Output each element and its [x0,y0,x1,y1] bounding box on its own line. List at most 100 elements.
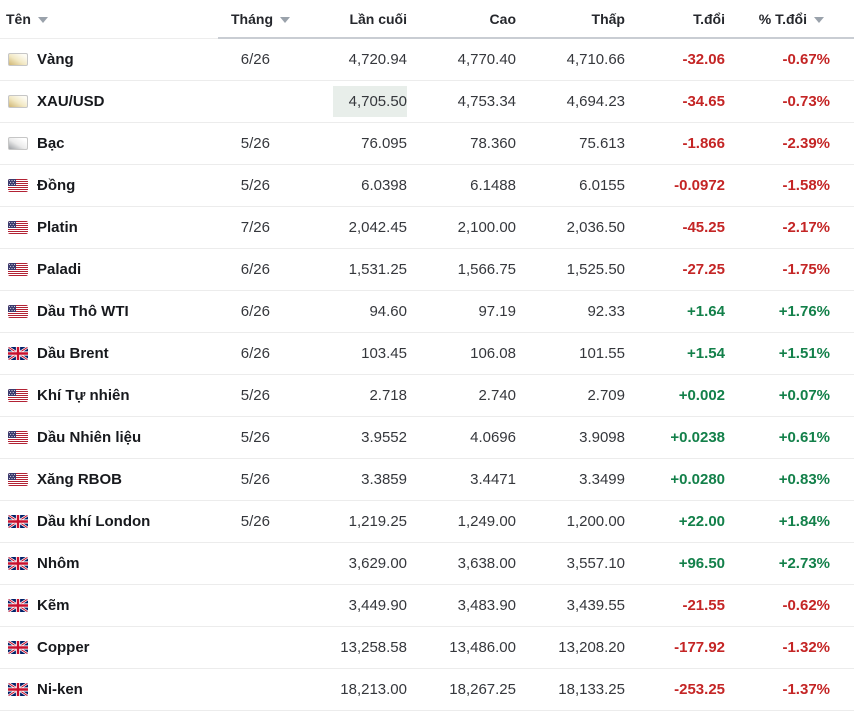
instrument: Bạc [0,135,218,152]
instrument-cell: Vàng [0,38,218,81]
month-cell [218,668,290,711]
column-header-change[interactable]: T.đổi [625,0,725,39]
table-row: Dầu Brent 6/26 103.45 106.08 101.55 +1.54 +1.5… [0,332,854,375]
instrument-name-link[interactable]: Ni-ken [37,680,83,698]
column-header-low[interactable]: Thấp [516,0,625,39]
column-header-month[interactable]: Tháng [218,0,290,39]
instrument-cell: Dầu Thô WTI [0,290,218,333]
high-cell: 4,753.34 [407,80,516,123]
column-header-label: Tháng [231,10,273,27]
instrument: Vàng [0,51,218,68]
instrument-name-link[interactable]: Bạc [37,134,65,152]
high-cell: 78.360 [407,122,516,165]
column-header-high[interactable]: Cao [407,0,516,39]
instrument: Dầu Thô WTI [0,303,218,320]
last-price-cell: 18,213.00 [290,668,407,711]
us-flag-icon [8,220,28,234]
gold-bar-icon [8,52,28,66]
instrument-name-link[interactable]: Dầu Thô WTI [37,302,129,320]
table-row: Nhôm 3,629.00 3,638.00 3,557.10 +96.50 +2.73% [0,542,854,585]
us-flag-icon [8,472,28,486]
instrument: Dầu Nhiên liệu [0,429,218,446]
change-percent-cell: -0.73% [725,80,854,123]
last-price-cell: 4,705.50 [290,80,407,123]
high-cell: 2.740 [407,374,516,417]
column-header-last[interactable]: Lần cuối [290,0,407,39]
gold-bar-icon [8,94,28,108]
us-flag-icon [8,262,28,276]
instrument: XAU/USD [0,93,218,110]
column-header-pct[interactable]: % T.đổi [725,0,854,39]
change-cell: +0.0280 [625,458,725,501]
sort-desc-icon [280,16,290,23]
change-percent-cell: -1.58% [725,164,854,207]
column-header-label: Tên [6,10,31,27]
us-flag-icon [8,430,28,444]
instrument-name-link[interactable]: Dầu Brent [37,344,109,362]
uk-flag-icon [8,682,28,696]
change-percent-cell: +1.84% [725,500,854,543]
instrument: Ni-ken [0,681,218,698]
column-header-label: Cao [489,10,516,27]
high-cell: 13,486.00 [407,626,516,669]
instrument-name-link[interactable]: Đồng [37,176,76,194]
instrument: Xăng RBOB [0,471,218,488]
high-cell: 1,249.00 [407,500,516,543]
change-cell: -32.06 [625,38,725,81]
high-cell: 4.0696 [407,416,516,459]
instrument-name-link[interactable]: XAU/USD [37,92,105,110]
instrument-name-link[interactable]: Xăng RBOB [37,470,123,488]
instrument-name-link[interactable]: Paladi [37,260,82,278]
table-row: Dầu khí London 5/26 1,219.25 1,249.00 1,200.… [0,500,854,543]
table-row: Đồng 5/26 6.0398 6.1488 6.0155 -0.0972 -1.58% [0,164,854,207]
last-price-cell: 2,042.45 [290,206,407,249]
header-row: Tên Tháng Lần cuối Cao Thấp T.đổi % T.đổi [0,0,854,39]
column-header-name[interactable]: Tên [0,0,218,39]
instrument: Khí Tự nhiên [0,387,218,404]
instrument-cell: Paladi [0,248,218,291]
uk-flag-icon [8,598,28,612]
low-cell: 6.0155 [516,164,625,207]
instrument-name-link[interactable]: Khí Tự nhiên [37,386,130,404]
change-cell: -45.25 [625,206,725,249]
table-row: XAU/USD 4,705.50 4,753.34 4,694.23 -34.65 -0.… [0,80,854,123]
column-header-label: Lần cuối [349,10,407,27]
change-percent-cell: +0.61% [725,416,854,459]
instrument-name-link[interactable]: Dầu Nhiên liệu [37,428,142,446]
instrument-name-link[interactable]: Vàng [37,50,74,68]
last-price-cell: 6.0398 [290,164,407,207]
instrument-cell: Bạc [0,122,218,165]
high-cell: 3.4471 [407,458,516,501]
instrument-name-link[interactable]: Copper [37,638,90,656]
instrument-name-link[interactable]: Dầu khí London [37,512,151,530]
table-row: Copper 13,258.58 13,486.00 13,208.20 -177.92… [0,626,854,669]
table-row: Vàng 6/26 4,720.94 4,770.40 4,710.66 -32.06 -0… [0,38,854,81]
low-cell: 13,208.20 [516,626,625,669]
low-cell: 2.709 [516,374,625,417]
low-cell: 3.9098 [516,416,625,459]
instrument-cell: Dầu Brent [0,332,218,375]
change-cell: -253.25 [625,668,725,711]
change-percent-cell: -1.75% [725,248,854,291]
instrument-name-link[interactable]: Kẽm [37,596,70,614]
high-cell: 6.1488 [407,164,516,207]
change-percent-cell: -2.17% [725,206,854,249]
month-cell [218,542,290,585]
column-header-label: Thấp [591,10,625,27]
instrument-cell: Đồng [0,164,218,207]
sort-desc-icon [814,16,824,23]
table-row: Platin 7/26 2,042.45 2,100.00 2,036.50 -45.25… [0,206,854,249]
instrument-name-link[interactable]: Platin [37,218,78,236]
high-cell: 2,100.00 [407,206,516,249]
low-cell: 75.613 [516,122,625,165]
instrument: Kẽm [0,597,218,614]
last-price-cell: 3.3859 [290,458,407,501]
low-cell: 1,525.50 [516,248,625,291]
month-cell: 5/26 [218,416,290,459]
month-cell [218,80,290,123]
table-row: Dầu Thô WTI 6/26 94.60 97.19 92.33 +1.64 +1.76… [0,290,854,333]
month-cell: 5/26 [218,374,290,417]
month-cell: 6/26 [218,290,290,333]
last-price-cell: 4,720.94 [290,38,407,81]
instrument-name-link[interactable]: Nhôm [37,554,80,572]
